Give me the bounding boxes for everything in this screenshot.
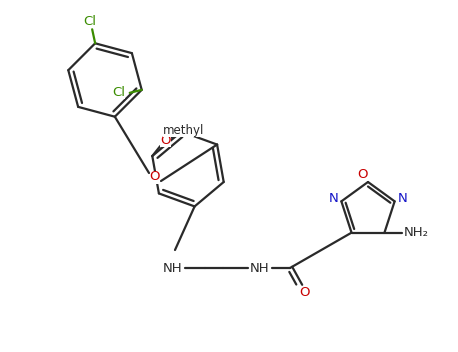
Text: N: N (398, 192, 408, 205)
Text: methyl: methyl (163, 124, 204, 137)
Text: NH: NH (163, 262, 183, 275)
Text: NH: NH (250, 262, 270, 275)
Text: O: O (150, 170, 160, 183)
Text: N: N (328, 192, 338, 205)
Text: O: O (300, 285, 310, 298)
Text: O: O (358, 168, 368, 181)
Text: Cl: Cl (112, 86, 125, 99)
Text: O: O (160, 133, 170, 146)
Text: Cl: Cl (84, 15, 97, 28)
Text: NH₂: NH₂ (404, 226, 429, 239)
